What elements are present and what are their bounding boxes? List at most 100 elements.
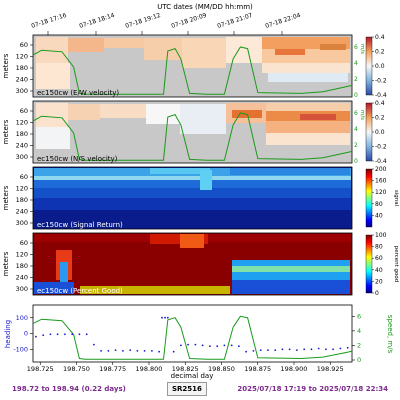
y-axis-label: meters bbox=[2, 119, 10, 144]
x-axis-label: decimal day bbox=[171, 372, 214, 380]
y-tick-label: 240 bbox=[16, 208, 28, 216]
speed-tick-label: 6 bbox=[357, 312, 361, 320]
heading-point bbox=[93, 343, 95, 346]
heading-point bbox=[42, 334, 45, 336]
heading-point bbox=[78, 333, 81, 336]
y-tick-label: 120 bbox=[16, 119, 28, 127]
heading-point bbox=[267, 349, 269, 351]
heading-point bbox=[238, 345, 240, 348]
x-tick-label: 198.750 bbox=[63, 365, 90, 373]
x-tick-label: 198.925 bbox=[317, 365, 344, 373]
heading-point bbox=[114, 349, 117, 351]
panel-heading-speed: 100 0 -100 6 4 2 0 198.725 198.750 198.775 198.80… bbox=[4, 304, 394, 380]
colorbar-tick-label: 0.2 bbox=[375, 115, 385, 122]
heading-point bbox=[259, 349, 262, 351]
heading-point bbox=[339, 347, 342, 350]
speed-tick-label: 2 bbox=[354, 76, 358, 83]
panel-ew-velocity: ec150cw (E/W velocity) bbox=[32, 34, 353, 98]
colorbar-label: signal bbox=[393, 190, 399, 207]
y-tick-label: 180 bbox=[16, 262, 28, 270]
heading-point bbox=[187, 343, 190, 346]
speed-tick-label: 6 bbox=[354, 110, 358, 117]
heading-tick-label: 0 bbox=[24, 330, 28, 338]
panel-signal-return: ec150cw (Signal Return) bbox=[32, 166, 353, 230]
colorbar-tick-label: 0.0 bbox=[375, 129, 385, 136]
colorbar-tick-label: 0 bbox=[375, 290, 379, 297]
y-axis-label: meters bbox=[2, 185, 10, 210]
heading-point bbox=[71, 333, 74, 336]
y-tick-label: 240 bbox=[16, 274, 28, 282]
speed-tick-label: 0 bbox=[354, 158, 358, 165]
speed-axis-label: speed, m/s bbox=[386, 315, 394, 354]
y-tick-label: 60 bbox=[20, 107, 28, 115]
colorbar-tick-label: 0.2 bbox=[375, 49, 385, 56]
colorbar-tick-label: 0.4 bbox=[375, 100, 385, 107]
colorbar-tick-label: 60 bbox=[375, 255, 383, 262]
heading-point bbox=[64, 333, 66, 336]
heading-point bbox=[296, 349, 298, 351]
y-tick-label: 240 bbox=[16, 142, 28, 150]
speed-line-panel-ew bbox=[32, 46, 353, 95]
heading-point bbox=[161, 316, 163, 319]
heading-point bbox=[194, 343, 197, 346]
colorbar-tick-label: -0.4 bbox=[375, 158, 387, 165]
speed-tick-label: 4 bbox=[357, 327, 361, 335]
colorbars: 0.40.20.0-0.2-0.40.40.20.0-0.2-0.4200160… bbox=[365, 34, 399, 297]
heading-point bbox=[85, 333, 88, 336]
heading-point bbox=[122, 350, 124, 352]
top-date-ticks: 07-18 17:16 07-18 18:14 07-18 19:12 07-18 2… bbox=[30, 12, 302, 35]
cruise-id-button[interactable]: SR2516 bbox=[167, 382, 207, 396]
heading-point bbox=[209, 345, 211, 348]
heading-point bbox=[245, 350, 248, 353]
y-tick-label: 60 bbox=[20, 239, 28, 247]
decimal-day-ticks: 198.725 198.750 198.775 198.800 198.825 198.8… bbox=[27, 362, 344, 373]
colorbar-label: percent good bbox=[393, 246, 399, 283]
heading-point bbox=[158, 350, 161, 353]
y-tick-label: 300 bbox=[16, 153, 28, 161]
footer-bar: 198.72 to 198.94 (0.22 days) SR2516 2025… bbox=[0, 381, 400, 397]
x-tick-label: 198.775 bbox=[99, 365, 126, 373]
footer-date-range: 2025/07/18 17:19 to 2025/07/18 22:34 bbox=[237, 385, 388, 393]
y-tick-label: 300 bbox=[16, 219, 28, 227]
heading-point bbox=[310, 348, 313, 351]
heading-point bbox=[107, 350, 110, 352]
top-tick-label: 07-18 18:14 bbox=[78, 12, 115, 30]
x-tick-label: 198.875 bbox=[244, 365, 271, 373]
colorbar-tick-label: 80 bbox=[375, 244, 383, 251]
heading-point bbox=[35, 335, 37, 338]
x-tick-label: 198.825 bbox=[172, 365, 199, 373]
y-tick-label: 240 bbox=[16, 76, 28, 84]
heading-point bbox=[100, 350, 102, 352]
heading-point bbox=[56, 333, 59, 336]
heading-point bbox=[230, 344, 233, 347]
speed-unit-label: m/s bbox=[359, 44, 365, 54]
top-tick-label: 07-18 19:12 bbox=[124, 12, 161, 30]
heading-point bbox=[281, 348, 284, 351]
speed-tick-label: 4 bbox=[354, 60, 358, 67]
x-tick-label: 198.725 bbox=[27, 365, 54, 373]
footer-time-range: 198.72 to 198.94 (0.22 days) bbox=[12, 385, 126, 393]
speed-tick-label: 2 bbox=[354, 142, 358, 149]
heading-point bbox=[216, 345, 219, 348]
y-tick-label: 180 bbox=[16, 64, 28, 72]
heading-point bbox=[143, 350, 146, 352]
top-tick-label: 07-18 22:04 bbox=[264, 12, 301, 30]
panel-ew-label: ec150cw (E/W velocity) bbox=[37, 89, 119, 97]
panel-pg-label: ec150cw (Percent Good) bbox=[37, 287, 123, 295]
heading-tick-label: 100 bbox=[16, 314, 28, 322]
y-tick-label: 120 bbox=[16, 251, 28, 259]
heading-points bbox=[35, 316, 349, 353]
heading-point bbox=[317, 347, 320, 350]
speed-tick-label: 0 bbox=[354, 92, 358, 99]
heading-point bbox=[252, 350, 255, 352]
colorbar-tick-label: -0.2 bbox=[375, 78, 387, 85]
x-tick-label: 198.850 bbox=[208, 365, 235, 373]
heading-tick-label: -100 bbox=[13, 346, 28, 354]
panel-ns-velocity: ec150cw (N/S velocity) bbox=[32, 100, 353, 164]
heading-point bbox=[201, 344, 204, 347]
top-axis-label: UTC dates (MM/DD hh:mm) bbox=[157, 3, 253, 11]
colorbar-tick-label: 20 bbox=[375, 278, 383, 285]
y-tick-label: 120 bbox=[16, 53, 28, 61]
heading-point bbox=[166, 316, 169, 319]
